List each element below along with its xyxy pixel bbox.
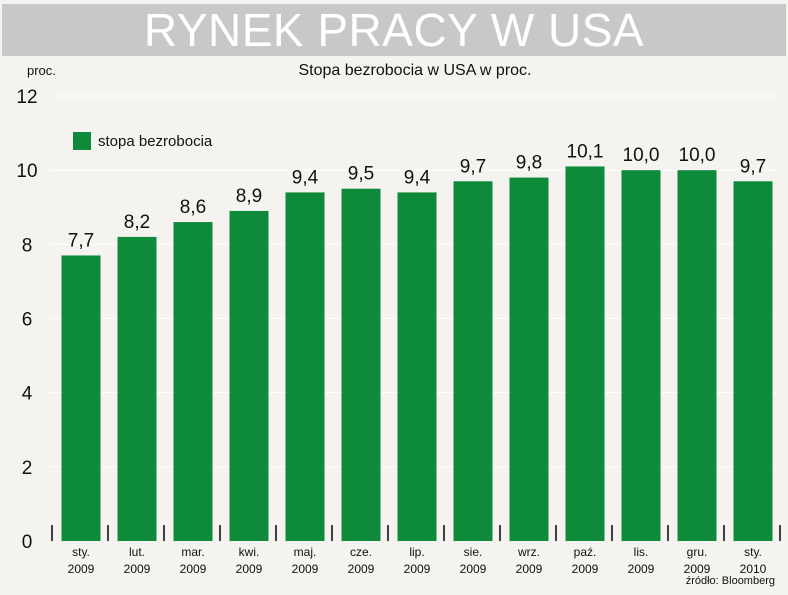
- x-tick-label-month: paź.: [574, 545, 597, 559]
- data-label: 10,0: [623, 145, 660, 166]
- chart-title: Stopa bezrobocia w USA w proc.: [298, 62, 532, 79]
- x-tick-label-year: 2009: [292, 562, 319, 576]
- x-tick-label-year: 2009: [348, 562, 375, 576]
- bar: [453, 181, 493, 541]
- x-tick-label-year: 2010: [740, 562, 767, 576]
- bar: [621, 170, 661, 541]
- x-tick-label-month: lip.: [409, 545, 424, 559]
- x-tick-label-year: 2009: [180, 562, 207, 576]
- bar: [117, 236, 157, 541]
- bar: [565, 166, 605, 542]
- x-tick-label-month: mar.: [181, 545, 204, 559]
- data-label: 8,6: [180, 197, 206, 218]
- x-tick-label-month: sie.: [464, 545, 483, 559]
- data-label: 10,0: [679, 145, 716, 166]
- x-tick-label-year: 2009: [628, 562, 655, 576]
- data-label: 8,9: [236, 186, 262, 207]
- x-tick-label-month: maj.: [294, 545, 317, 559]
- x-tick-label-month: sty.: [744, 545, 762, 559]
- data-label: 9,4: [292, 167, 319, 188]
- y-tick-label: 8: [22, 235, 33, 256]
- y-tick-label: 0: [22, 532, 33, 553]
- x-tick-label-month: lis.: [634, 545, 649, 559]
- data-label: 7,7: [68, 230, 94, 251]
- bar: [61, 255, 101, 542]
- data-label: 9,4: [404, 167, 431, 188]
- bar: [229, 210, 269, 542]
- data-label: 9,7: [460, 156, 486, 177]
- data-label: 9,8: [516, 153, 542, 174]
- bar: [285, 192, 325, 541]
- y-tick-label: 4: [22, 384, 33, 405]
- title-banner: RYNEK PRACY W USA: [2, 4, 786, 56]
- bar: [341, 188, 381, 542]
- y-axis-unit-label: proc.: [27, 63, 56, 78]
- x-tick-label-year: 2009: [460, 562, 487, 576]
- data-label: 8,2: [124, 212, 150, 233]
- legend-label: stopa bezrobocia: [98, 133, 213, 150]
- x-tick-label-month: cze.: [350, 545, 372, 559]
- x-tick-label-month: gru.: [687, 545, 708, 559]
- y-tick-label: 12: [16, 87, 37, 108]
- x-tick-label-year: 2009: [516, 562, 543, 576]
- x-tick-label-month: wrz.: [517, 545, 540, 559]
- data-label: 10,1: [567, 141, 604, 162]
- bar: [509, 177, 549, 542]
- x-tick-label-month: lut.: [129, 545, 145, 559]
- page-title: RYNEK PRACY W USA: [143, 4, 645, 56]
- x-tick-label-year: 2009: [572, 562, 599, 576]
- y-tick-label: 10: [16, 161, 37, 182]
- x-tick-label-month: kwi.: [239, 545, 260, 559]
- x-tick-label-month: sty.: [72, 545, 90, 559]
- x-tick-label-year: 2009: [684, 562, 711, 576]
- bar: [733, 181, 773, 541]
- data-label: 9,7: [740, 156, 766, 177]
- bar: [173, 222, 213, 542]
- source-note: źródło: Bloomberg: [685, 575, 775, 587]
- bar: [677, 170, 717, 541]
- data-label: 9,5: [348, 164, 374, 185]
- x-tick-label-year: 2009: [404, 562, 431, 576]
- y-tick-label: 6: [22, 310, 33, 331]
- x-tick-label-year: 2009: [68, 562, 95, 576]
- legend-swatch: [73, 132, 91, 150]
- y-tick-label: 2: [22, 458, 33, 479]
- x-tick-label-year: 2009: [124, 562, 151, 576]
- x-tick-label-year: 2009: [236, 562, 263, 576]
- bar: [397, 192, 437, 541]
